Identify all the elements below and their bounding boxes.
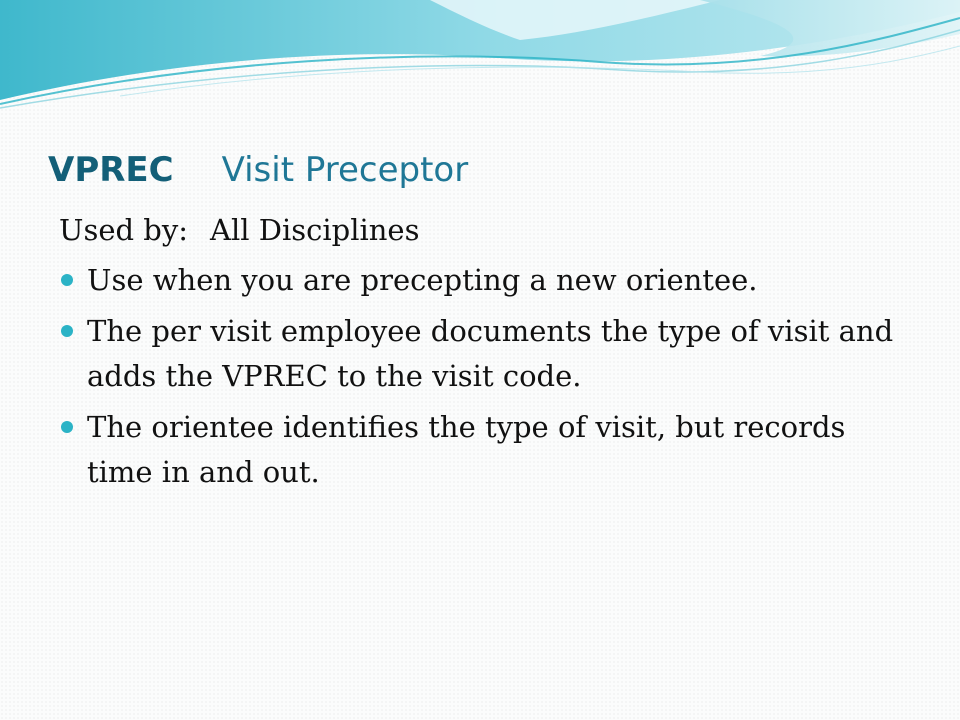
title-code: VPREC [48,150,174,190]
bullet-item: The per visit employee documents the typ… [59,309,919,399]
bullet-text: The orientee identifies the type of visi… [87,410,846,489]
bullet-item: Use when you are precepting a new orient… [59,258,919,303]
wave-band-right [700,0,960,57]
bullet-item: The orientee identifies the type of visi… [59,405,919,495]
bullet-dot-icon [61,325,73,337]
wave-band-main [0,0,960,100]
bullet-text: Use when you are precepting a new orient… [87,263,758,297]
header-wave-decoration [0,0,960,109]
used-by-value: All Disciplines [210,213,420,247]
title-name: Visit Preceptor [221,150,469,190]
bullet-list: Use when you are precepting a new orient… [59,258,919,501]
bullet-dot-icon [61,421,73,433]
wave-line-1 [0,17,960,105]
wave-line-3 [119,45,960,97]
bullet-dot-icon [61,274,73,286]
slide-title: VPREC Visit Preceptor [48,146,468,194]
used-by-line: Used by: All Disciplines [59,208,419,252]
wave-band-light [430,0,720,40]
used-by-label: Used by: [59,213,188,247]
bullet-text: The per visit employee documents the typ… [87,314,894,393]
